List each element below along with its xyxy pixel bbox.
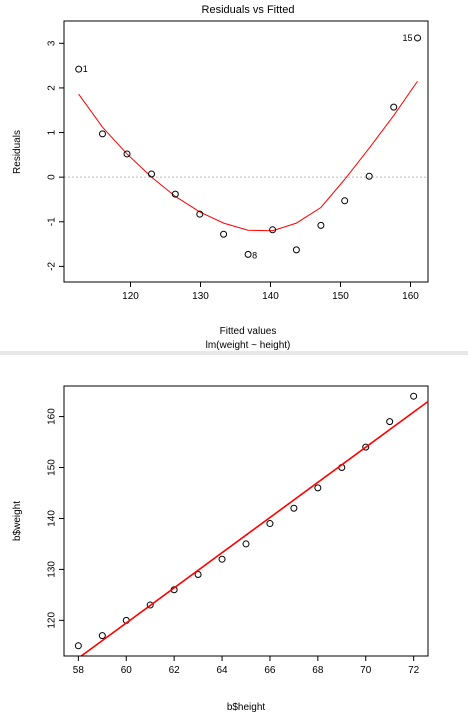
smooth-line <box>78 80 418 232</box>
separator <box>0 351 468 355</box>
residual-point <box>390 103 398 111</box>
model-subtitle: lm(weight ~ height) <box>206 340 291 351</box>
plot-frame <box>63 385 429 657</box>
data-point <box>74 642 82 650</box>
lowess-curve <box>78 80 418 232</box>
data-point <box>170 586 178 594</box>
y-tick-label: -2 <box>47 262 58 271</box>
chart-title: Residuals vs Fitted <box>202 4 295 16</box>
data-point <box>314 484 322 492</box>
y-tick-label: 0 <box>47 174 58 180</box>
data-point <box>98 632 106 640</box>
y-tick-label: 160 <box>47 408 58 425</box>
data-point <box>266 520 274 528</box>
x-tick-label: 120 <box>122 291 139 302</box>
residual-point <box>292 246 300 254</box>
y-axis-label: b$weight <box>12 501 23 541</box>
y-tick-label: 130 <box>47 561 58 578</box>
residual-point <box>317 221 325 229</box>
x-tick-label: 160 <box>402 291 419 302</box>
residual-point <box>414 34 421 42</box>
point-label: 1 <box>83 64 88 74</box>
data-point <box>242 540 250 548</box>
residual-point <box>341 197 349 205</box>
data-point <box>290 504 298 512</box>
x-axis-label: b$height <box>227 702 266 713</box>
x-axis-label: Fitted values <box>220 326 277 337</box>
residual-point <box>196 210 204 218</box>
data-points <box>74 392 418 650</box>
x-tick-label: 150 <box>332 291 349 302</box>
y-tick-label: 2 <box>47 85 58 91</box>
x-axis: 120 130 140 150 160 <box>122 281 419 302</box>
data-point <box>386 418 394 426</box>
x-tick-label: 72 <box>408 665 420 676</box>
fit-line <box>80 400 429 657</box>
y-axis: 120 130 140 150 160 <box>47 408 65 629</box>
data-point <box>194 570 202 578</box>
x-tick-label: 66 <box>264 665 276 676</box>
x-tick-label: 130 <box>192 291 209 302</box>
residual-point <box>220 230 228 238</box>
residual-point <box>244 250 252 258</box>
y-axis-label: Residuals <box>12 130 23 174</box>
x-tick-label: 60 <box>121 665 133 676</box>
data-point <box>410 392 418 400</box>
x-tick-label: 58 <box>73 665 85 676</box>
y-tick-label: 140 <box>47 510 58 527</box>
residual-point <box>123 150 131 158</box>
y-tick-label: -1 <box>47 217 58 226</box>
data-point <box>362 443 370 451</box>
y-tick-label: 1 <box>47 129 58 135</box>
residual-point <box>365 172 373 180</box>
x-tick-label: 68 <box>312 665 324 676</box>
residual-point <box>269 226 277 234</box>
y-tick-label: 3 <box>47 40 58 46</box>
residual-point <box>99 130 106 138</box>
y-tick-label: 150 <box>47 459 58 476</box>
plot-frame <box>63 20 429 283</box>
x-tick-label: 64 <box>216 665 228 676</box>
y-tick-label: 120 <box>47 612 58 629</box>
data-point <box>122 616 130 624</box>
point-label: 8 <box>252 250 257 260</box>
x-tick-label: 70 <box>360 665 372 676</box>
residual-point <box>75 65 83 73</box>
x-axis: 58 60 62 64 66 68 70 72 <box>73 655 420 676</box>
residual-point <box>171 190 179 198</box>
point-label: 15 <box>402 33 412 43</box>
data-point <box>218 555 226 563</box>
residual-point <box>148 170 155 178</box>
regression-line <box>80 400 429 657</box>
x-tick-label: 140 <box>262 291 279 302</box>
x-tick-label: 62 <box>169 665 181 676</box>
y-axis: -2 -1 0 1 2 3 <box>47 40 65 271</box>
data-point <box>338 464 346 472</box>
data-point <box>146 601 154 609</box>
